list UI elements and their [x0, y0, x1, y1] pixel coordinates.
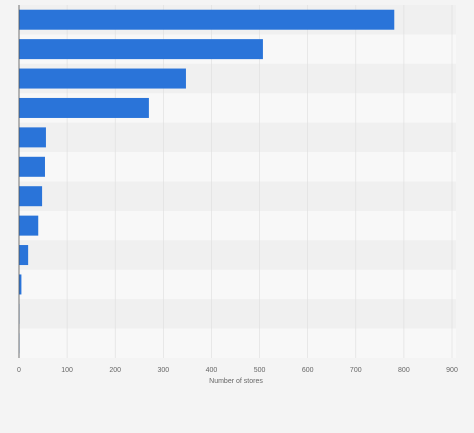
row-stripe: [19, 269, 456, 300]
x-tick-label: 900: [446, 367, 458, 374]
row-stripe: [19, 181, 456, 211]
row-stripe: [19, 299, 456, 329]
x-tick-label: 100: [61, 367, 73, 374]
bar: [19, 127, 46, 148]
x-tick-label: 800: [398, 367, 410, 374]
x-tick-label: 0: [17, 367, 21, 374]
row-stripe: [19, 210, 456, 241]
bar: [19, 245, 29, 266]
bar: [19, 215, 39, 236]
row-stripe: [19, 122, 456, 153]
row-stripe: [19, 240, 456, 270]
bar: [19, 9, 395, 30]
bar: [19, 68, 186, 89]
bar: [19, 97, 149, 118]
x-tick-label: 300: [157, 367, 169, 374]
x-axis-label: Number of stores: [209, 378, 263, 385]
row-stripe: [19, 328, 456, 358]
bar: [19, 39, 263, 60]
x-tick-label: 500: [254, 367, 266, 374]
x-tick-label: 700: [350, 367, 362, 374]
x-tick-label: 200: [109, 367, 121, 374]
bar: [19, 186, 43, 207]
bar: [19, 156, 45, 177]
row-stripe: [19, 152, 456, 182]
x-tick-label: 600: [302, 367, 314, 374]
bar: [19, 274, 22, 295]
x-tick-label: 400: [206, 367, 218, 374]
